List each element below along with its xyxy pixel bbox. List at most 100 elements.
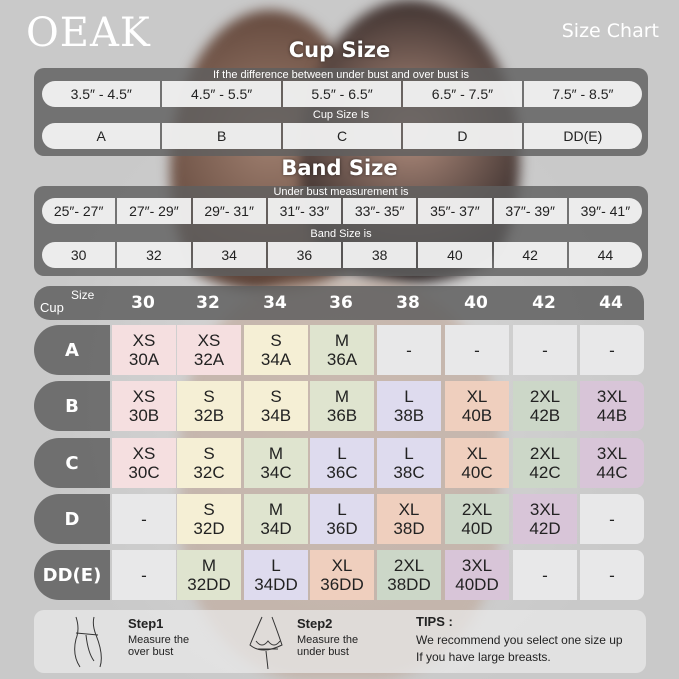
size-cell: L 36C: [310, 438, 374, 488]
band-cell: 42: [493, 242, 567, 268]
size-cell: -: [445, 325, 509, 375]
size-cell: S 34B: [244, 381, 308, 431]
bra-size: 30A: [128, 350, 160, 369]
column-header-36: 36: [329, 293, 353, 313]
tips-line1: We recommend you select one size up: [416, 633, 623, 647]
size-cell: S 32B: [177, 381, 241, 431]
bra-size: 40DD: [455, 575, 499, 594]
bra-size: 32D: [193, 519, 225, 538]
size-cell: S 32D: [177, 494, 241, 544]
size-cell: -: [112, 494, 176, 544]
size-letter: -: [141, 509, 147, 529]
size-letter: -: [609, 565, 615, 585]
size-letter: 3XL: [596, 387, 628, 406]
bra-size: 38B: [393, 406, 425, 425]
size-letter: 2XL: [529, 444, 561, 463]
measurement-cell: 33″- 35″: [343, 198, 417, 224]
size-letter: 2XL: [393, 556, 425, 575]
cup-cell: A: [42, 123, 161, 149]
size-cell: -: [513, 550, 577, 600]
measurement-cell: 39″- 41″: [568, 198, 642, 224]
size-cell: 2XL 40D: [445, 494, 509, 544]
size-letter: 3XL: [461, 556, 493, 575]
bra-size: 34D: [260, 519, 292, 538]
difference-cell: 3.5″ - 4.5″: [42, 81, 161, 107]
column-header-30: 30: [131, 293, 155, 313]
size-cell: XL 40B: [445, 381, 509, 431]
size-letter: M: [201, 556, 217, 575]
size-letter: -: [474, 340, 480, 360]
band-size-is-label: Band Size is: [310, 228, 372, 240]
bra-size: 38C: [393, 463, 425, 482]
size-cell: XL 38D: [377, 494, 441, 544]
size-letter: M: [334, 331, 350, 350]
step2-line2: under bust: [297, 646, 349, 658]
band-cell: 30: [42, 242, 116, 268]
bra-size: 30C: [128, 463, 160, 482]
size-letter: 3XL: [596, 444, 628, 463]
grid-header: Cup Size 30 32 34 36 38 40 42 44: [34, 286, 644, 320]
difference-cell: 7.5″ - 8.5″: [523, 81, 643, 107]
bra-size: 42C: [529, 463, 561, 482]
measurement-cell: 31″- 33″: [267, 198, 341, 224]
measurement-cell: 29″- 31″: [192, 198, 266, 224]
measuring-guide: Step1 Measure the over bust Step2 Measure…: [34, 610, 646, 673]
size-cell: XL 36DD: [310, 550, 374, 600]
size-cell: M 34C: [244, 438, 308, 488]
step1-text: Measure the over bust: [128, 634, 189, 658]
band-size-title: Band Size: [281, 156, 398, 180]
under-bust-figure-icon: [249, 616, 283, 670]
size-cell: -: [580, 550, 644, 600]
measurement-cell: 27″- 29″: [117, 198, 191, 224]
size-cell: -: [112, 550, 176, 600]
difference-cell: 6.5″ - 7.5″: [403, 81, 522, 107]
difference-cell: 5.5″ - 6.5″: [282, 81, 402, 107]
row-label-cup: B: [34, 381, 110, 431]
bra-size: 30B: [128, 406, 160, 425]
step1-line2: over bust: [128, 646, 174, 658]
difference-cell: 4.5″ - 5.5″: [162, 81, 281, 107]
band-cell: 40: [418, 242, 492, 268]
band-size-panel: Under bust measurement is 25″- 27″ 27″- 2…: [34, 186, 648, 276]
cup-cell: DD(E): [523, 123, 643, 149]
bra-size: 34B: [260, 406, 292, 425]
size-cell: -: [377, 325, 441, 375]
band-cell: 34: [192, 242, 266, 268]
cup-size-is-label: Cup Size Is: [312, 109, 370, 121]
column-header-34: 34: [263, 293, 287, 313]
measurement-cell: 25″- 27″: [42, 198, 116, 224]
row-label-cup: D: [34, 494, 110, 544]
page-heading: Size Chart: [561, 20, 659, 42]
row-label-cup: DD(E): [34, 550, 110, 600]
bra-size: 32B: [193, 406, 225, 425]
band-cell: 38: [343, 242, 417, 268]
bra-size: 42B: [529, 406, 561, 425]
size-cell: -: [580, 325, 644, 375]
size-cell: -: [580, 494, 644, 544]
size-cell: 3XL 42D: [513, 494, 577, 544]
bra-size: 36B: [326, 406, 358, 425]
size-cell: L 38B: [377, 381, 441, 431]
cup-cell: C: [282, 123, 402, 149]
size-cell: XS 30A: [112, 325, 176, 375]
size-cell: XS 30C: [112, 438, 176, 488]
bra-size: 40D: [461, 519, 493, 538]
cup-size-panel: If the difference between under bust and…: [34, 68, 648, 156]
bra-size: 34DD: [254, 575, 298, 594]
tips-title: TIPS :: [416, 614, 453, 629]
size-letter: XS: [132, 444, 156, 463]
band-row: 30 32 34 36 38 40 42 44: [42, 242, 642, 268]
size-letter: XL: [466, 387, 488, 406]
bra-size: 44B: [596, 406, 628, 425]
row-label-cup: C: [34, 438, 110, 488]
cup-cell: B: [162, 123, 281, 149]
column-header-42: 42: [532, 293, 556, 313]
bra-size: 38D: [393, 519, 425, 538]
cup-size-title: Cup Size: [288, 38, 391, 62]
bra-size: 32DD: [187, 575, 231, 594]
band-cell: 44: [568, 242, 642, 268]
bra-size: 34C: [260, 463, 292, 482]
size-cell: 3XL 40DD: [445, 550, 509, 600]
size-letter: M: [268, 444, 284, 463]
brand-logo: OEAK: [26, 10, 151, 56]
